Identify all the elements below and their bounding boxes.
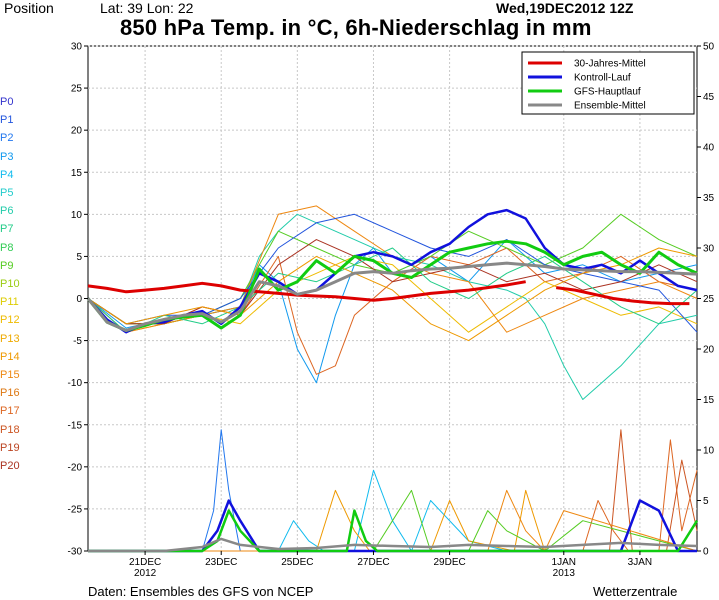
ensemble-member-list: P0 P1 P2 P3 P4 P5 P6 P7 P8 P9 P10 P11 P12 P13 P14 P15 P1… [0, 0, 40, 600]
member-label-p17: P17 [0, 405, 20, 418]
member-label-p12: P12 [0, 314, 20, 327]
y-left-tick-label: -30 [68, 547, 83, 558]
x-tick-label: 29DEC [433, 557, 465, 568]
x-tick-label: 27DEC [357, 557, 389, 568]
y-right-tick-label: 25 [703, 294, 715, 305]
axes: -30 -25 -20 -15 -10 -5 0 5 10 15 20 25 30 0 5 10 15 20 25 3… [68, 42, 715, 580]
x-tick-label: 21DEC [129, 557, 161, 568]
y-left-tick-label: -20 [68, 462, 83, 473]
member-label-p16: P16 [0, 387, 20, 400]
member-label-p13: P13 [0, 332, 20, 345]
legend-label: Kontroll-Lauf [574, 73, 631, 84]
precip-series-ensemble-mittel [88, 537, 698, 553]
legend: 30-Jahres-Mittel Kontroll-Lauf GFS-Hauptla… [521, 51, 695, 115]
member-label-p7: P7 [0, 223, 14, 236]
y-right-tick-label: 0 [703, 547, 709, 558]
member-label-p2: P2 [0, 132, 14, 145]
y-right-tick-label: 50 [703, 42, 715, 53]
data-source-label: Daten: Ensembles des GFS von NCEP [88, 584, 314, 599]
y-right-tick-label: 45 [703, 92, 715, 103]
y-right-tick-label: 35 [703, 193, 715, 204]
y-left-tick-label: 30 [71, 42, 83, 53]
y-left-tick-label: 0 [76, 294, 82, 305]
member-label-p10: P10 [0, 278, 20, 290]
legend-label: Ensemble-Mittel [574, 101, 646, 112]
member-label-p1: P1 [0, 114, 14, 127]
member-label-p19: P19 [0, 441, 20, 454]
position-label: Position [4, 0, 54, 16]
member-label-p18: P18 [0, 423, 20, 436]
x-tick-sublabel: 2012 [134, 568, 157, 579]
member-label-p20: P20 [0, 460, 20, 472]
legend-label: 30-Jahres-Mittel [574, 59, 646, 70]
legend-label: GFS-Hauptlauf [574, 87, 641, 98]
coordinates-label: Lat: 39 Lon: 22 [100, 0, 194, 16]
temp-series-30-jahres-mittel [556, 286, 690, 306]
series-layer [86, 205, 699, 553]
member-label-p11: P11 [0, 296, 19, 309]
run-datetime-label: Wed,19DEC2012 12Z [496, 0, 634, 16]
y-right-tick-label: 30 [703, 244, 715, 255]
y-left-tick-label: 15 [71, 168, 83, 179]
temp-series-p20 [87, 239, 698, 325]
y-right-tick-label: 5 [703, 496, 709, 507]
member-label-p3: P3 [0, 150, 14, 163]
member-label-p8: P8 [0, 241, 14, 254]
y-right-tick-label: 10 [703, 446, 715, 457]
temp-series-30-jahres-mittel [87, 280, 526, 302]
member-label-p5: P5 [0, 187, 14, 199]
y-right-tick-label: 15 [703, 395, 715, 406]
member-label-p9: P9 [0, 259, 14, 272]
member-label-p6: P6 [0, 205, 14, 218]
member-label-p15: P15 [0, 369, 20, 381]
y-left-tick-label: -25 [68, 504, 83, 515]
y-right-tick-label: 20 [703, 345, 715, 356]
x-tick-label: 3JAN [628, 557, 652, 568]
y-left-tick-label: -15 [68, 420, 83, 431]
y-left-tick-label: 20 [71, 126, 83, 137]
temp-series-p7 [87, 247, 698, 333]
brand-label: Wetterzentrale [593, 584, 678, 599]
temp-series-ensemble-mittel [86, 261, 698, 332]
chart-title: 850 hPa Temp. in °C, 6h-Niederschlag in … [120, 15, 592, 40]
y-right-tick-label: 40 [703, 143, 715, 154]
member-label-p0: P0 [0, 96, 14, 108]
y-left-tick-label: 25 [71, 84, 83, 95]
y-left-tick-label: 10 [71, 210, 83, 221]
precip-series-gfs-hauptlauf [88, 509, 699, 553]
x-tick-label: 25DEC [281, 557, 313, 568]
y-left-tick-label: -5 [73, 336, 82, 347]
member-label-p14: P14 [0, 350, 20, 363]
y-left-tick-label: -10 [68, 378, 83, 389]
x-tick-label: 23DEC [205, 557, 237, 568]
x-tick-label: 1JAN [552, 557, 576, 568]
member-label-p4: P4 [0, 168, 14, 181]
x-tick-sublabel: 2013 [553, 568, 576, 579]
y-left-tick-label: 5 [76, 252, 82, 263]
